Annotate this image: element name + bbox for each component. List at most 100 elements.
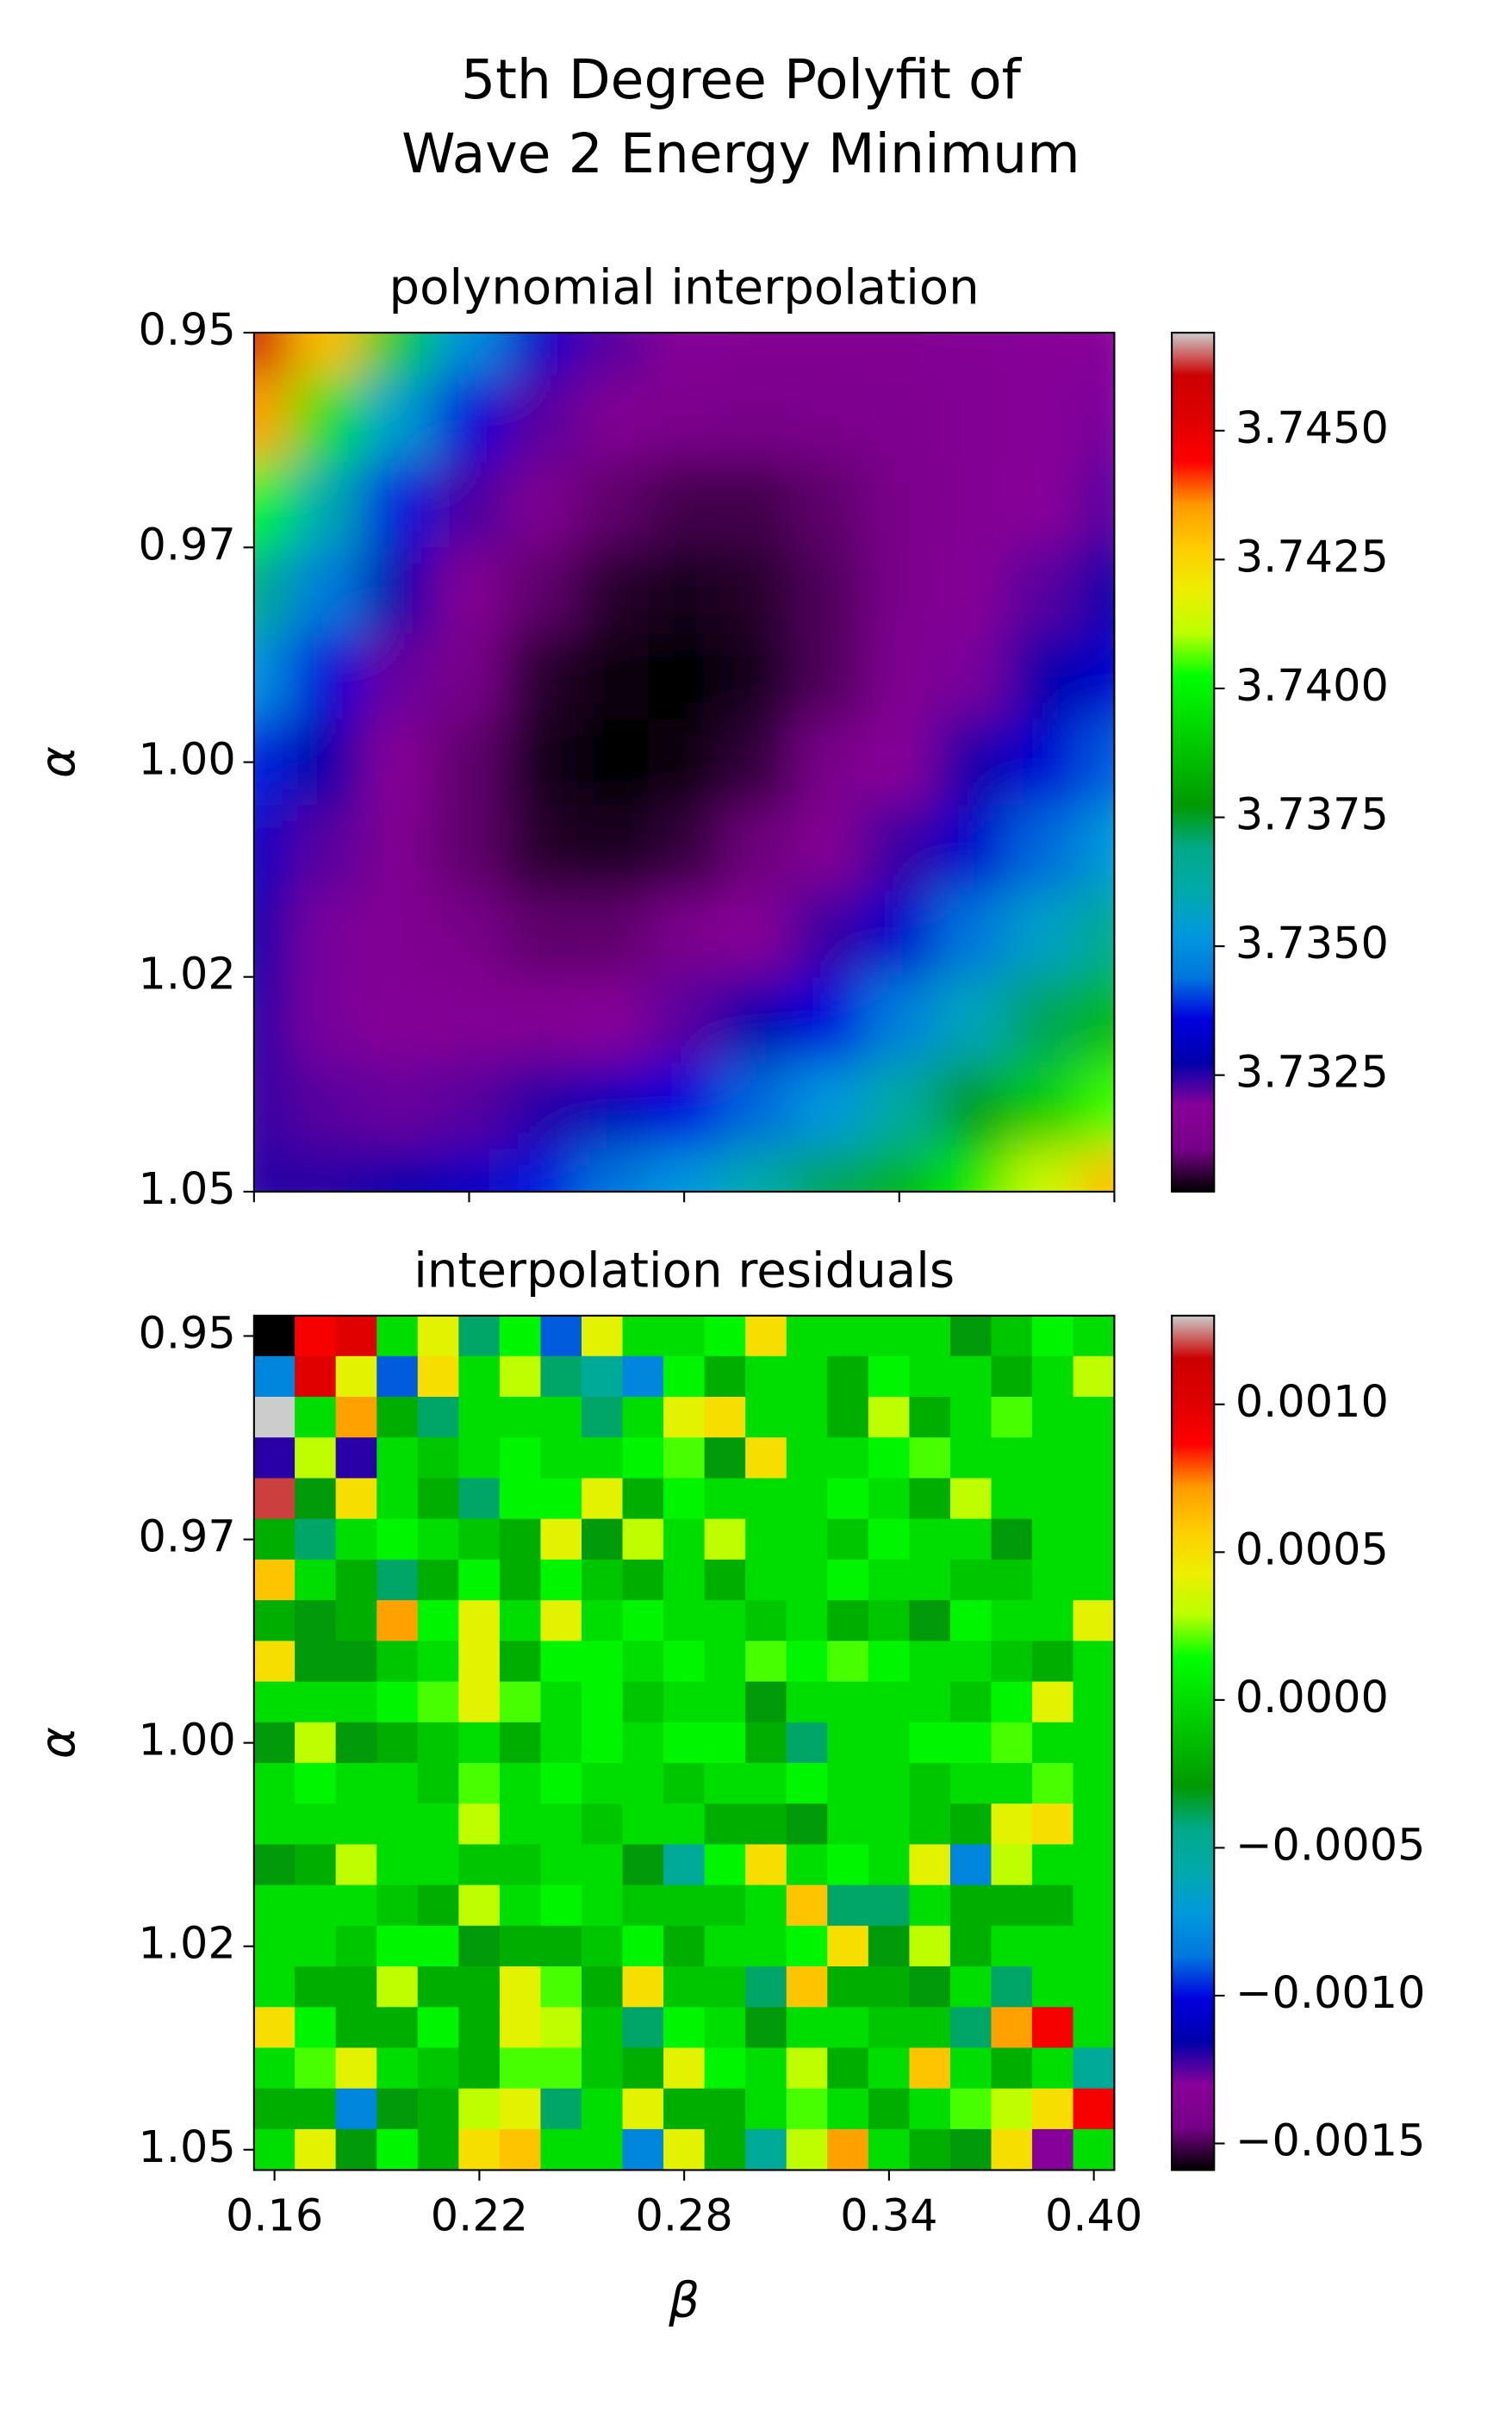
axes-title: polynomial interpolation (389, 260, 980, 316)
heatmap-cell (909, 1844, 951, 1886)
heatmap-cell (704, 1844, 746, 1886)
heatmap-cell (786, 1641, 828, 1683)
heatmap-cell (540, 2128, 582, 2171)
heatmap-cell (335, 1844, 377, 1886)
heatmap-cell (1073, 1681, 1115, 1723)
heatmap-cell (335, 1803, 377, 1845)
heatmap-cell (791, 375, 865, 463)
heatmap-cell (868, 1518, 910, 1560)
heatmap-cell (991, 1884, 1033, 1927)
heatmap-cell (663, 1762, 706, 1804)
heatmap-cell (417, 1641, 459, 1683)
heatmap-cell (1032, 1437, 1074, 1479)
heatmap-cell (289, 805, 363, 892)
heatmap-cell (376, 1762, 419, 1804)
heatmap-cell (289, 891, 363, 978)
heatmap-cell (704, 1437, 746, 1479)
heatmap-cell (935, 976, 1008, 1064)
heatmap-cell (663, 1397, 706, 1438)
heatmap-cell (704, 1641, 746, 1683)
heatmap-cell (1032, 2007, 1074, 2049)
heatmap-cell (295, 1925, 337, 1967)
heatmap-cell (540, 1803, 582, 1845)
heatmap-cell (581, 1600, 624, 1641)
heatmap-cell (827, 2088, 869, 2130)
heatmap-cell (704, 1397, 746, 1438)
heatmap-cell (622, 1681, 664, 1723)
heatmap-cell (704, 2007, 746, 2049)
heatmap-cell (827, 1762, 869, 1804)
heatmap-cell (704, 1355, 746, 1398)
heatmap-cell (719, 976, 793, 1064)
heatmap-cell (417, 1762, 459, 1804)
y-tick-label: 0.97 (139, 1512, 236, 1563)
heatmap-cell (417, 1844, 459, 1886)
heatmap-cell (909, 1884, 951, 1927)
heatmap-cell (745, 2088, 787, 2130)
heatmap-cell (827, 1641, 869, 1683)
heatmap-cell (827, 1722, 869, 1764)
heatmap-cell (868, 1397, 910, 1438)
heatmap-cell (791, 891, 865, 978)
heatmap-cell (540, 2047, 582, 2090)
heatmap-cell (786, 1559, 828, 1601)
heatmap-cell (648, 1062, 721, 1149)
heatmap-cell (432, 375, 506, 463)
heatmap-cell (581, 1397, 624, 1438)
heatmap-cell (622, 1600, 664, 1641)
heatmap-cell (1032, 2047, 1074, 2090)
heatmap-cell (499, 1355, 541, 1398)
heatmap-cell (991, 1355, 1033, 1398)
heatmap-cell (663, 2047, 706, 2090)
heatmap-cell (499, 1437, 541, 1479)
colorbar-tick-label: 3.7400 (1235, 661, 1389, 712)
heatmap-cell (376, 1966, 419, 2008)
heatmap-cell (868, 1844, 910, 1886)
heatmap-cell (1078, 805, 1115, 892)
heatmap-cell (1032, 1762, 1074, 1804)
heatmap-cell (745, 1722, 787, 1764)
heatmap-cell (863, 632, 936, 720)
heatmap-cell (581, 1722, 624, 1764)
heatmap-cell (253, 1149, 291, 1192)
heatmap-cell (719, 632, 793, 720)
heatmap-cell (622, 1925, 664, 1967)
heatmap-cell (1073, 1722, 1115, 1764)
heatmap-cell (868, 2007, 910, 2049)
heatmap-cell (791, 976, 865, 1064)
heatmap-cell (289, 1149, 363, 1192)
heatmap-cell (253, 805, 291, 892)
heatmap-cell (335, 2047, 377, 2090)
heatmap-cell (909, 1518, 951, 1560)
heatmap-cell (458, 1803, 501, 1845)
heatmap-cell (827, 1355, 869, 1398)
heatmap-cell (376, 1437, 419, 1479)
heatmap-cell (868, 1966, 910, 2008)
heatmap-cell (417, 1518, 459, 1560)
colorbar-tick-label: 3.7425 (1235, 532, 1389, 582)
heatmap-cell (909, 1762, 951, 1804)
heatmap-cell (253, 1559, 296, 1601)
heatmap-cell (949, 1518, 992, 1560)
figure-title: 5th Degree Polyfit of (461, 47, 1023, 111)
heatmap-cell (376, 1355, 419, 1398)
heatmap-cell (432, 805, 506, 892)
heatmap-cell (361, 375, 434, 463)
heatmap-cell (1078, 333, 1115, 377)
heatmap-cell (1073, 1966, 1115, 2008)
heatmap-cell (719, 805, 793, 892)
colorbar-tick-label: −0.0015 (1235, 2116, 1426, 2167)
heatmap-cell (417, 1722, 459, 1764)
heatmap-cell (949, 1722, 992, 1764)
heatmap-cell (361, 1062, 434, 1149)
heatmap-cell (581, 2047, 624, 2090)
heatmap-cell (868, 1315, 910, 1357)
heatmap-cell (745, 1844, 787, 1886)
heatmap-cell (909, 1641, 951, 1683)
heatmap-cell (704, 1762, 746, 1804)
heatmap-cell (540, 2007, 582, 2049)
heatmap-cell (295, 1559, 337, 1601)
heatmap-cell (289, 461, 363, 549)
heatmap-cell (909, 1803, 951, 1845)
heatmap-cell (376, 1681, 419, 1723)
